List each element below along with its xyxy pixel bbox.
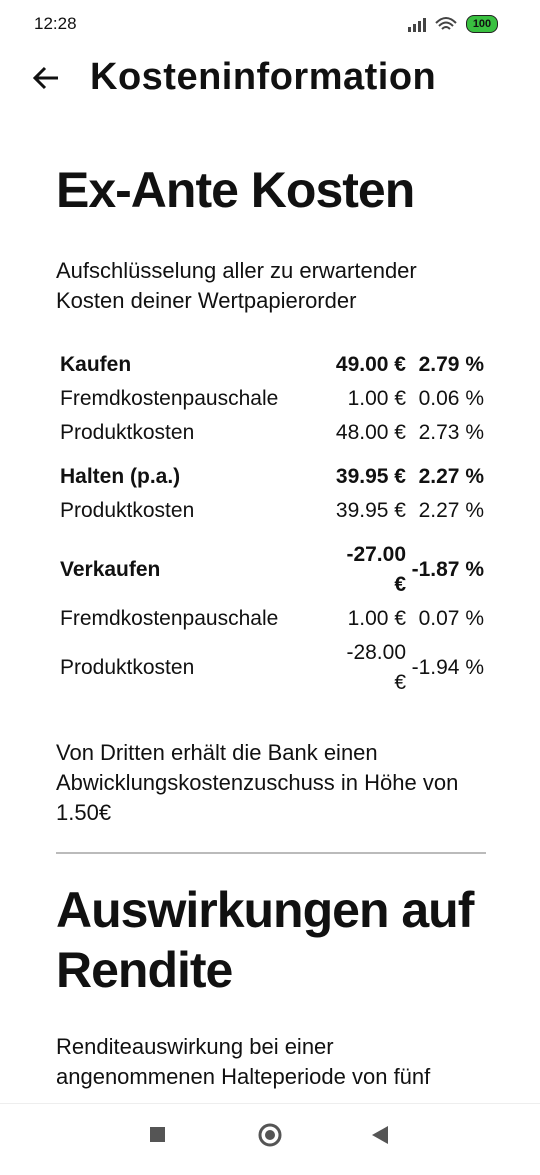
cost-amount: 39.95 € (335, 499, 406, 522)
nav-bar (0, 1103, 540, 1170)
cost-percent: 0.07 % (418, 607, 484, 630)
home-button[interactable] (258, 1123, 282, 1147)
cost-percent: 2.27 % (418, 499, 484, 522)
group-percent: 2.79 % (418, 353, 484, 376)
intro-text: Aufschlüsselung aller zu erwartender Kos… (56, 258, 417, 313)
group-amount: 39.95 € (335, 465, 406, 488)
back-nav-button[interactable] (372, 1126, 388, 1144)
cost-label: Fremdkostenpauschale (60, 607, 279, 630)
note-text: Von Dritten erhält die Bank einen Abwick… (56, 740, 459, 825)
cost-amount: -28.00 € (346, 641, 406, 694)
cost-percent: -1.94 % (411, 656, 484, 679)
section-heading: Ex-Ante Kosten (56, 162, 415, 218)
clock: 12:28 (34, 14, 77, 33)
cost-row: Produktkosten 39.95 € 2.27 % (60, 494, 484, 528)
battery: 100 (466, 15, 498, 33)
group-label: Kaufen (60, 353, 132, 376)
group-label: Halten (p.a.) (60, 465, 181, 488)
app-bar: Kosteninformation (0, 52, 540, 108)
cost-amount: 1.00 € (347, 607, 406, 630)
page-title: Kosteninformation (90, 56, 437, 98)
nav-buttons (150, 1123, 388, 1147)
back-button[interactable] (32, 64, 60, 92)
cost-label: Produktkosten (60, 656, 195, 679)
cost-amount: 1.00 € (347, 387, 406, 410)
group-row: Verkaufen -27.00 € -1.87 % (60, 528, 484, 602)
group-percent: 2.27 % (418, 465, 484, 488)
signal-wifi-icons (408, 17, 457, 32)
cost-label: Produktkosten (60, 421, 195, 444)
cost-label: Fremdkostenpauschale (60, 387, 279, 410)
cost-percent: 2.73 % (418, 421, 484, 444)
recents-button[interactable] (150, 1127, 165, 1142)
cost-label: Produktkosten (60, 499, 195, 522)
cost-row: Fremdkostenpauschale 1.00 € 0.07 % (60, 602, 484, 636)
divider (56, 852, 486, 854)
cost-row: Fremdkostenpauschale 1.00 € 0.06 % (60, 382, 484, 416)
group-amount: 49.00 € (335, 353, 406, 376)
group-row: Kaufen 49.00 € 2.79 % (60, 350, 484, 382)
section-heading: Auswirkungen auf Rendite (56, 882, 474, 998)
cost-table: Kaufen 49.00 € 2.79 % Fremdkostenpauschale 1… (60, 350, 484, 700)
group-label: Verkaufen (60, 558, 161, 581)
intro-text: Renditeauswirkung bei einer angenommenen… (56, 1034, 431, 1089)
cost-row: Produktkosten -28.00 € -1.94 % (60, 636, 484, 700)
content: Ex-Ante Kosten Aufschlüsselung aller zu … (56, 160, 486, 1105)
group-amount: -27.00 € (346, 543, 406, 596)
cost-percent: 0.06 % (418, 387, 484, 410)
group-percent: -1.87 % (411, 558, 484, 581)
status-bar: 12:28 100 (0, 0, 540, 46)
group-row: Halten (p.a.) 39.95 € 2.27 % (60, 450, 484, 494)
cost-row: Produktkosten 48.00 € 2.73 % (60, 416, 484, 450)
cost-amount: 48.00 € (335, 421, 406, 444)
